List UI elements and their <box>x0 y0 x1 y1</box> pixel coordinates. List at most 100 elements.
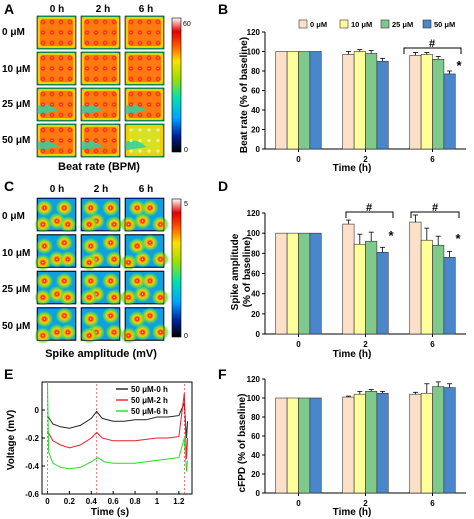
heatmap-cell <box>36 51 77 86</box>
legend-label: 0 μM <box>310 20 327 29</box>
x-axis-label-e: Time (s) <box>91 507 129 518</box>
y-tick-label: 60 <box>251 87 260 96</box>
bar <box>342 54 355 150</box>
spike-amplitude-colorbar <box>171 198 182 338</box>
bar <box>286 51 299 150</box>
legend-b: 0 μM 10 μM 25 μM 50 μM <box>296 17 466 33</box>
bar <box>365 391 378 494</box>
bar <box>353 243 366 335</box>
x-tick-label: 6 <box>430 340 435 349</box>
heatmap-cell <box>119 234 170 271</box>
heatmap-cell <box>80 123 121 158</box>
bar <box>353 393 366 494</box>
row-label-25um-c: 25 μM <box>2 284 30 295</box>
bar <box>353 51 366 150</box>
x-tick-label: 1 <box>155 497 160 506</box>
significance-bracket-d-2h <box>345 211 394 218</box>
bar <box>420 54 433 150</box>
heatmap-cell <box>80 270 123 306</box>
y-tick-label: 100 <box>247 48 261 57</box>
cfpd-bar-chart: 0 20 40 60 80 100 120 0 2 6 <box>247 375 466 508</box>
legend-label: 50 μM <box>434 20 455 29</box>
y-tick-label: 20 <box>251 470 260 479</box>
bar <box>275 51 288 150</box>
x-axis-label-d: Time (h) <box>333 349 372 360</box>
spike-amplitude-bar-chart: 0 20 40 60 80 100 120 0 2 6 <box>247 209 466 349</box>
y-axis-label-b: Beat rate (% of baseline) <box>239 37 250 153</box>
panel-e: E -0.6 -0.4 -0.2 0 0 0.2 0.4 0.6 0.8 1 1.2 50 μM-0 … <box>4 366 193 518</box>
significance-bracket-b <box>403 47 462 54</box>
heatmap-cell <box>80 197 123 233</box>
trace-line <box>47 393 189 460</box>
heatmap-cell <box>119 307 170 344</box>
beat-rate-colorbar <box>171 17 182 153</box>
col-label-0h: 0 h <box>50 4 64 15</box>
bar <box>420 239 433 335</box>
bar <box>409 221 422 335</box>
bar <box>275 397 288 494</box>
x-tick-label: 2 <box>363 340 368 349</box>
voltage-trace-chart: -0.6 -0.4 -0.2 0 0 0.2 0.4 0.6 0.8 1 1.2 50 μM-0 h 5… <box>25 381 193 506</box>
colorbar-min-a: 0 <box>184 147 188 154</box>
panel-c: C 0 h 2 h 6 h 0 μM 10 μM 25 μM 50 μM 5 0… <box>2 178 188 360</box>
heatmap-cell <box>34 234 77 271</box>
panel-letter-a: A <box>4 1 14 17</box>
col-label-2h-c: 2 h <box>94 184 108 195</box>
bar <box>365 240 378 335</box>
x-tick-label: 6 <box>430 499 435 508</box>
bar <box>309 232 322 335</box>
heatmap-cell <box>36 87 77 122</box>
y-tick-label: 80 <box>251 249 260 258</box>
panel-letter-f: F <box>218 366 227 382</box>
y-tick-label: 0 <box>35 406 40 415</box>
heatmap-cell <box>80 307 123 344</box>
y-tick-label: 0 <box>256 330 261 339</box>
beat-rate-bar-chart: 0 20 40 60 80 100 120 0 2 6 <box>247 28 466 164</box>
panel-letter-e: E <box>4 366 13 382</box>
bar <box>342 396 355 494</box>
star-mark-d-2h: * <box>388 228 394 243</box>
col-label-0h-c: 0 h <box>50 184 64 195</box>
legend-swatch <box>422 19 432 29</box>
x-tick-label: 0.6 <box>108 497 120 506</box>
bar <box>432 244 445 335</box>
y-tick-label: 0 <box>256 489 261 498</box>
legend-label: 10 μM <box>351 20 372 29</box>
y-tick-label: 20 <box>251 310 260 319</box>
colorbar-max-c: 5 <box>184 201 188 208</box>
legend-label: 50 μM-2 h <box>131 396 168 405</box>
bar <box>286 232 299 335</box>
panel-letter-c: C <box>4 178 14 194</box>
x-tick-label: 0 <box>296 499 301 508</box>
panel-letter-b: B <box>218 1 228 17</box>
row-label-10um-c: 10 μM <box>2 248 30 259</box>
spike-amplitude-heatmap-grid <box>34 197 170 344</box>
hash-mark-b: # <box>429 38 435 50</box>
row-label-0um-c: 0 μM <box>2 211 25 222</box>
bar <box>309 397 322 494</box>
bar <box>420 392 433 494</box>
bar <box>443 73 456 150</box>
panel-letter-d: D <box>218 178 228 194</box>
bar <box>443 257 456 335</box>
row-label-25um: 25 μM <box>2 99 30 110</box>
bar <box>376 392 389 494</box>
y-tick-label: -0.2 <box>25 434 39 443</box>
y-tick-label: -0.4 <box>25 462 39 471</box>
row-label-50um: 50 μM <box>2 135 30 146</box>
y-axis-label-d-line1: Spike amplitude <box>230 233 241 310</box>
y-tick-label: 100 <box>247 394 261 403</box>
x-tick-label: 0.2 <box>64 497 76 506</box>
row-label-10um: 10 μM <box>2 64 30 75</box>
y-tick-label: 0 <box>256 145 261 154</box>
heatmap-cell <box>80 234 123 271</box>
x-axis-label-b: Time (h) <box>333 163 372 174</box>
beat-rate-heatmap-grid <box>36 15 165 158</box>
heatmap-cell <box>34 270 77 306</box>
y-tick-label: 40 <box>251 451 260 460</box>
x-axis-label-f: Time (h) <box>333 507 372 518</box>
panel-a-title: Beat rate (BPM) <box>58 161 140 173</box>
bar <box>342 223 355 335</box>
y-tick-label: 20 <box>251 126 260 135</box>
legend-label: 25 μM <box>392 20 413 29</box>
